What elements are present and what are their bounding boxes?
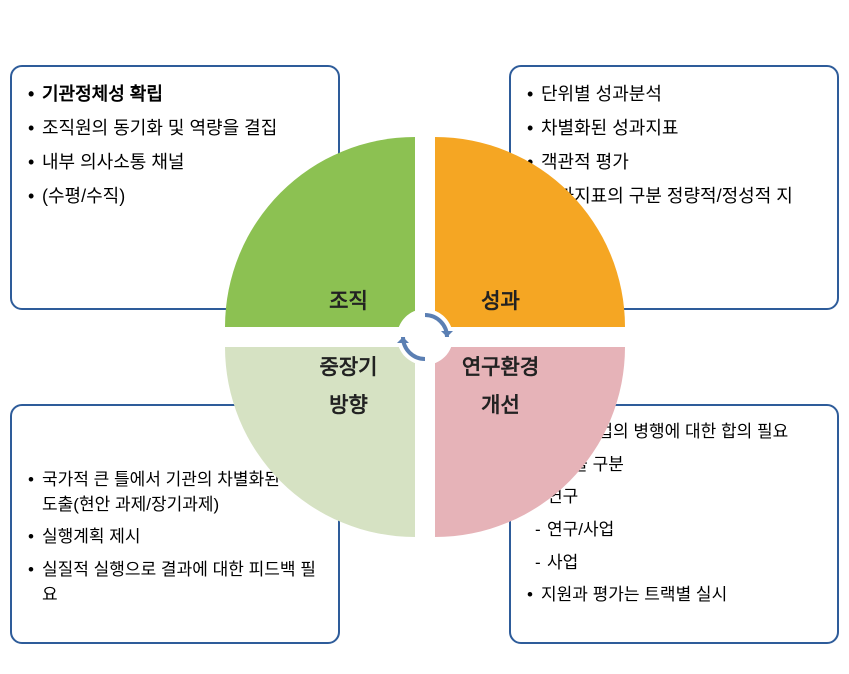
label-bl-line2: 방향 [329,394,368,417]
label-br-line1: 연구환경 [462,356,539,379]
label-bl-line1: 중장기 [320,356,378,379]
label-tr: 성과 [441,285,561,315]
label-br: 연구환경 개선 [441,349,561,425]
label-bl: 중장기 방향 [289,349,409,425]
pie-diagram: 조직 성과 중장기 방향 연구환경 개선 [225,137,625,537]
list-item: 지원과 평가는 트랙별 실시 [527,583,821,608]
label-br-line2: 개선 [481,394,520,417]
list-item: 실질적 실행으로 결과에 대한 피드백 필요 [28,558,322,607]
cycle-arrows-icon [395,307,455,367]
list-item: 단위별 성과분석 [527,81,821,107]
list-item: 사업 [527,551,821,576]
label-tl: 조직 [289,285,409,315]
list-item: 기관정체성 확립 [28,81,322,107]
